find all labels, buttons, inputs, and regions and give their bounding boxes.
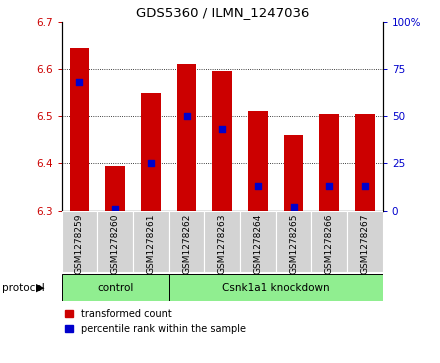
Bar xyxy=(240,211,276,272)
Bar xyxy=(312,211,347,272)
Bar xyxy=(355,114,375,211)
Text: protocol: protocol xyxy=(2,283,45,293)
Bar xyxy=(169,274,383,301)
Text: GSM1278267: GSM1278267 xyxy=(360,213,370,274)
Text: ▶: ▶ xyxy=(36,283,44,293)
Bar xyxy=(319,114,339,211)
Bar xyxy=(169,211,204,272)
Point xyxy=(361,183,368,189)
Point xyxy=(219,126,226,132)
Bar xyxy=(97,211,133,272)
Point xyxy=(76,79,83,85)
Bar xyxy=(62,274,169,301)
Text: GSM1278266: GSM1278266 xyxy=(325,213,334,274)
Bar xyxy=(284,135,304,211)
Bar xyxy=(204,211,240,272)
Bar xyxy=(70,48,89,211)
Point xyxy=(183,113,190,119)
Point xyxy=(147,160,154,166)
Text: GSM1278261: GSM1278261 xyxy=(147,213,155,274)
Bar xyxy=(133,211,169,272)
Bar xyxy=(213,72,232,211)
Point xyxy=(254,183,261,189)
Text: GSM1278263: GSM1278263 xyxy=(218,213,227,274)
Bar xyxy=(276,211,312,272)
Point xyxy=(112,206,119,212)
Bar xyxy=(248,111,268,211)
Text: GSM1278260: GSM1278260 xyxy=(110,213,120,274)
Bar xyxy=(62,211,97,272)
Bar xyxy=(347,211,383,272)
Bar xyxy=(141,93,161,211)
Bar xyxy=(105,166,125,211)
Text: GSM1278262: GSM1278262 xyxy=(182,213,191,274)
Point xyxy=(290,204,297,210)
Bar xyxy=(177,64,196,211)
Text: GSM1278265: GSM1278265 xyxy=(289,213,298,274)
Text: Csnk1a1 knockdown: Csnk1a1 knockdown xyxy=(222,283,330,293)
Legend: transformed count, percentile rank within the sample: transformed count, percentile rank withi… xyxy=(62,305,250,338)
Text: GSM1278259: GSM1278259 xyxy=(75,213,84,274)
Text: control: control xyxy=(97,283,133,293)
Point xyxy=(326,183,333,189)
Text: GSM1278264: GSM1278264 xyxy=(253,213,262,274)
Title: GDS5360 / ILMN_1247036: GDS5360 / ILMN_1247036 xyxy=(136,6,309,19)
